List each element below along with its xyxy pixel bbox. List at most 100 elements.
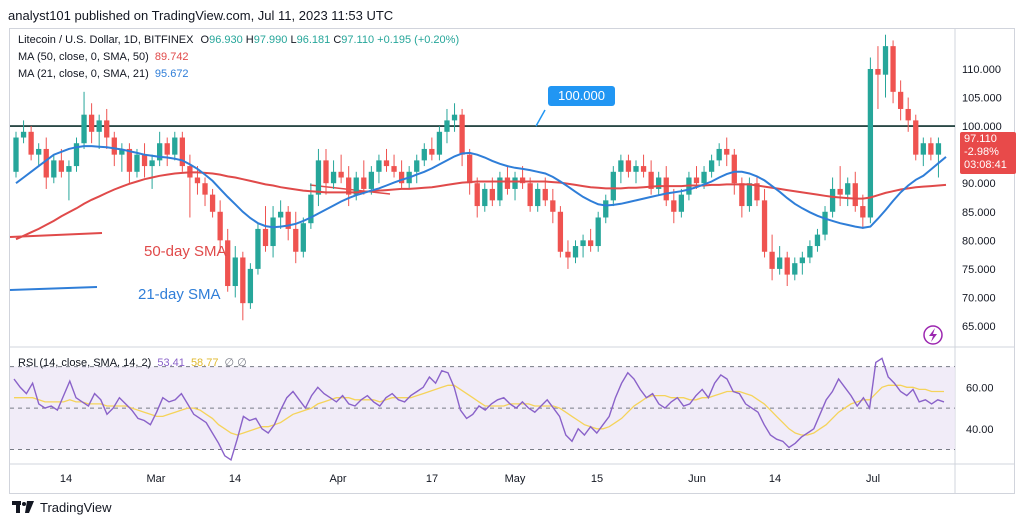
legend-ma21-row: MA (21, close, 0, SMA, 21) 95.672 (18, 68, 189, 80)
candle-body (784, 257, 790, 275)
ma21-value: 95.672 (154, 68, 189, 80)
candle-body (444, 120, 450, 132)
candle-body (436, 131, 443, 155)
candle-body (663, 177, 669, 201)
candle-body (860, 206, 866, 218)
rsi-ma-line (14, 384, 944, 436)
time-tick-label: May (505, 473, 526, 485)
candle-body (323, 160, 329, 184)
price-tick-label: 70.000 (962, 292, 996, 304)
candle-body (512, 177, 518, 189)
bar-countdown: 03:08:41 (964, 159, 1007, 171)
time-tick-label: Apr (329, 473, 346, 485)
candle-body (315, 160, 322, 195)
candle-body (678, 194, 685, 212)
candle-body (262, 228, 269, 247)
candle-body (587, 240, 594, 247)
candle-body (882, 46, 889, 75)
time-tick-label: Mar (147, 473, 166, 485)
rsi-tick-label: 60.00 (966, 382, 994, 394)
rsi-line (13, 357, 945, 462)
callout-pointer (535, 109, 546, 127)
candle-body (13, 137, 19, 172)
candle-body (459, 114, 465, 155)
low-label: L (290, 34, 297, 46)
candle-body (837, 188, 843, 195)
price-tick-label: 105.000 (962, 93, 1002, 105)
footer-brand: TradingView (40, 500, 112, 515)
candle-body (247, 268, 254, 304)
price-tick-label: 75.000 (962, 264, 996, 276)
candle-body (693, 177, 700, 184)
candle-body (398, 171, 405, 184)
candle-body (550, 200, 556, 212)
candle-body (595, 217, 601, 247)
price-tick-label: 100.000 (962, 121, 1002, 133)
candle-body (527, 183, 533, 207)
candle-body (671, 200, 677, 212)
candle-body (104, 120, 110, 138)
candle-body (739, 183, 745, 207)
candle-body (391, 166, 397, 172)
candle-body (111, 137, 117, 155)
candle-body (565, 251, 571, 258)
candle-body (618, 160, 624, 172)
candle-body (96, 120, 102, 132)
ma21-label: MA (21, close, 0, SMA, 21) (18, 68, 149, 80)
candle-body (648, 171, 654, 189)
last-price-tag: 97.110 -2.98% 03:08:41 (960, 132, 1016, 174)
high-label: H (245, 34, 254, 46)
candle-body (285, 211, 291, 229)
candle-body (20, 131, 27, 138)
candle-body (368, 171, 375, 189)
ma21-line (15, 145, 947, 229)
candle-body (225, 240, 231, 287)
ma50-value: 89.742 (154, 51, 189, 63)
candle-body (701, 171, 707, 184)
candle-body (716, 148, 722, 161)
candle-body (308, 194, 314, 224)
candle-body (625, 160, 632, 172)
resistance-callout[interactable]: 100.000 (548, 86, 615, 106)
rsi-label: RSI (14, close, SMA, 14, 2) (18, 357, 152, 369)
candle-body (209, 194, 216, 212)
candle-body (656, 177, 662, 189)
candle-body (36, 148, 42, 155)
price-tick-label: 90.000 (962, 178, 996, 190)
lightning-bolt-icon (929, 328, 937, 342)
candle-body (270, 217, 276, 247)
candle-body (194, 177, 201, 184)
price-tick-label: 80.000 (962, 235, 996, 247)
low-value: 96.181 (296, 34, 331, 46)
candle-body (792, 263, 798, 275)
time-tick-label: 14 (229, 473, 241, 485)
candle-body (126, 148, 133, 172)
candle-body (928, 143, 934, 155)
candle-body (708, 160, 715, 172)
candle-body (421, 148, 427, 161)
candle-body (217, 211, 223, 241)
candle-body (935, 143, 942, 155)
high-value: 97.990 (253, 34, 288, 46)
ma50-label: MA (50, close, 0, SMA, 50) (18, 51, 149, 63)
candle-body (769, 251, 775, 269)
open-label: O (200, 34, 210, 46)
rsi-value: 53.41 (157, 357, 185, 369)
chart-frame[interactable] (9, 28, 1015, 494)
candle-body (822, 211, 828, 235)
candle-body (119, 148, 125, 155)
candle-body (88, 114, 95, 132)
candle-body (467, 154, 473, 184)
footer: TradingView (12, 500, 112, 515)
time-tick-label: 15 (591, 473, 603, 485)
candle-body (633, 166, 639, 172)
candle-body (300, 223, 306, 252)
candle-body (572, 246, 579, 258)
candle-body (761, 200, 768, 252)
candle-body (489, 188, 495, 201)
candle-body (330, 171, 337, 184)
candle-body (746, 183, 753, 207)
candle-body (293, 228, 299, 252)
sma21-annotation-line (9, 286, 98, 291)
